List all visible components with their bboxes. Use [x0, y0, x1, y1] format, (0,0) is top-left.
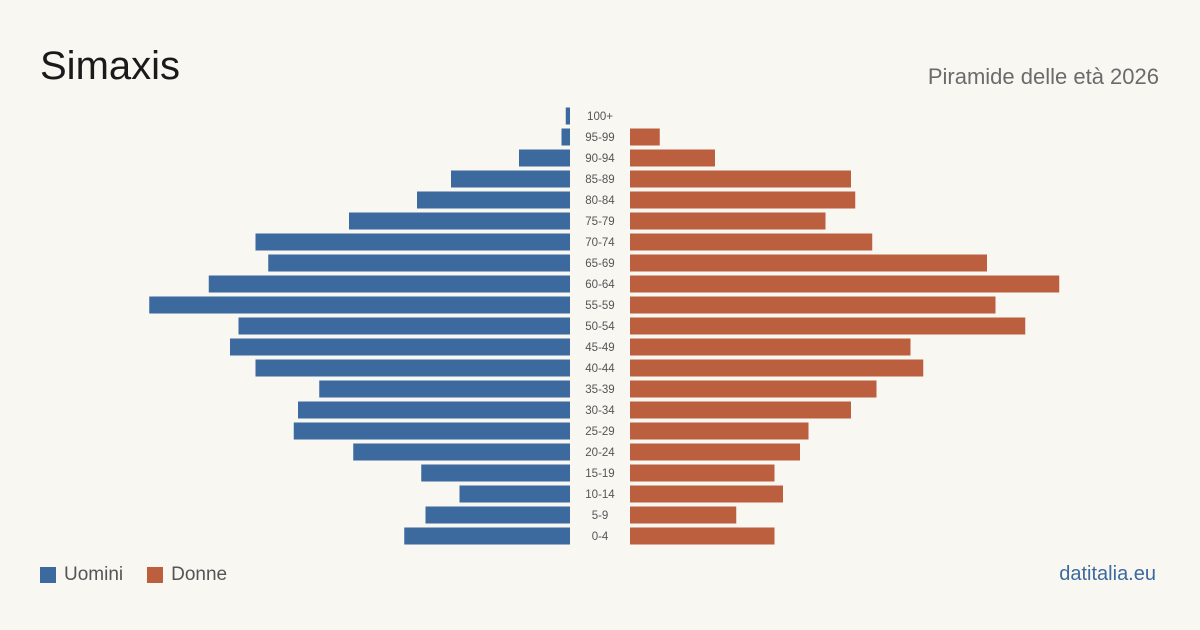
- bar-male-80-84: [417, 191, 570, 209]
- chart-title: Simaxis: [40, 44, 181, 88]
- bar-female-85-89: [630, 170, 851, 188]
- bar-male-90-94: [519, 149, 570, 167]
- bar-male-35-39: [319, 380, 570, 398]
- age-label-10-14: 10-14: [585, 489, 615, 501]
- bar-male-70-74: [255, 233, 570, 251]
- age-label-50-54: 50-54: [585, 321, 615, 333]
- bar-female-50-54: [630, 317, 1026, 335]
- age-label-60-64: 60-64: [585, 279, 615, 291]
- bar-female-75-79: [630, 212, 826, 230]
- age-label-80-84: 80-84: [585, 195, 615, 207]
- chart-subtitle: Piramide delle età 2026: [927, 64, 1159, 89]
- bar-female-55-59: [630, 296, 996, 314]
- bar-female-35-39: [630, 380, 877, 398]
- legend-label-female: Donne: [171, 564, 228, 585]
- bar-male-60-64: [208, 275, 570, 293]
- bar-male-30-34: [298, 401, 570, 419]
- bar-female-70-74: [630, 233, 873, 251]
- legend-swatch-female: [147, 567, 164, 583]
- bar-male-85-89: [451, 170, 570, 188]
- age-label-20-24: 20-24: [585, 447, 615, 459]
- bar-male-0-4: [404, 527, 570, 545]
- bar-female-80-84: [630, 191, 856, 209]
- age-label-65-69: 65-69: [585, 258, 614, 270]
- legend-item-female: Donne: [147, 564, 227, 586]
- bar-female-10-14: [630, 485, 783, 503]
- legend-item-male: Uomini: [40, 564, 123, 586]
- age-label-90-94: 90-94: [585, 153, 615, 165]
- age-label-85-89: 85-89: [585, 174, 614, 186]
- bar-male-65-69: [268, 254, 570, 272]
- legend: Uomini Donne: [40, 564, 227, 586]
- bar-female-95-99: [630, 128, 660, 146]
- bar-male-40-44: [255, 359, 570, 377]
- bar-male-55-59: [149, 296, 570, 314]
- bar-male-15-19: [421, 464, 570, 482]
- bar-female-65-69: [630, 254, 987, 272]
- bar-female-15-19: [630, 464, 775, 482]
- age-label-15-19: 15-19: [585, 468, 614, 480]
- bar-female-30-34: [630, 401, 851, 419]
- age-label-100+: 100+: [587, 111, 613, 123]
- bar-male-100+: [565, 107, 570, 125]
- age-label-55-59: 55-59: [585, 300, 614, 312]
- age-label-70-74: 70-74: [585, 237, 615, 249]
- bar-female-40-44: [630, 359, 924, 377]
- bar-male-45-49: [230, 338, 570, 356]
- age-label-30-34: 30-34: [585, 405, 615, 417]
- age-label-75-79: 75-79: [585, 216, 614, 228]
- bar-female-60-64: [630, 275, 1060, 293]
- bar-female-5-9: [630, 506, 737, 524]
- bar-male-25-29: [293, 422, 570, 440]
- bar-female-45-49: [630, 338, 911, 356]
- age-label-40-44: 40-44: [585, 363, 615, 375]
- bar-male-5-9: [425, 506, 570, 524]
- bar-male-75-79: [349, 212, 570, 230]
- age-label-25-29: 25-29: [585, 426, 614, 438]
- bar-male-50-54: [238, 317, 570, 335]
- source-link[interactable]: datitalia.eu: [1059, 563, 1156, 585]
- bar-male-10-14: [459, 485, 570, 503]
- bar-female-0-4: [630, 527, 775, 545]
- legend-label-male: Uomini: [64, 564, 124, 585]
- bar-male-95-99: [561, 128, 570, 146]
- legend-swatch-male: [40, 567, 56, 583]
- bar-male-20-24: [353, 443, 570, 461]
- bar-female-25-29: [630, 422, 809, 440]
- age-label-0-4: 0-4: [592, 531, 609, 543]
- bar-female-90-94: [630, 149, 715, 167]
- age-label-95-99: 95-99: [585, 132, 614, 144]
- age-label-45-49: 45-49: [585, 342, 614, 354]
- age-label-5-9: 5-9: [592, 510, 609, 522]
- age-label-35-39: 35-39: [585, 384, 614, 396]
- bar-female-20-24: [630, 443, 800, 461]
